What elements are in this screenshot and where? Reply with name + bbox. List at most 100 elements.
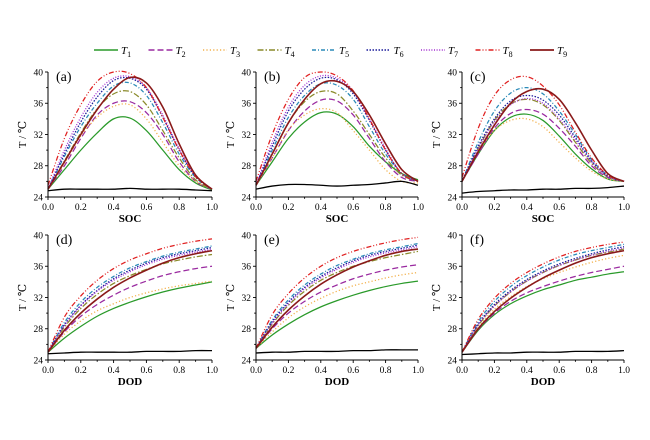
baseline-line <box>461 349 625 356</box>
y-tick-label: 24 <box>448 356 458 366</box>
x-tick-label: 0.2 <box>488 366 500 376</box>
legend-entry-T9: T9 <box>530 45 567 59</box>
legend-entry-T3: T3 <box>203 45 240 59</box>
x-tick-label: 0.4 <box>108 366 120 376</box>
y-tick-label: 24 <box>448 193 458 203</box>
x-tick-label: 0.0 <box>250 203 262 213</box>
x-tick-label: 0.6 <box>347 366 359 376</box>
series-line-T7 <box>461 247 625 353</box>
panel-a: 0.0 0.2 0.4 0.6 0.8 1.0 24 28 32 36 40 SOC T / ℃ (a) <box>17 68 218 225</box>
panel-label: (d) <box>56 233 73 248</box>
x-tick-label: 0.2 <box>75 366 87 376</box>
x-tick-label: 0.0 <box>456 366 468 376</box>
x-tick-label: 0.8 <box>380 203 392 213</box>
x-tick-label: 0.0 <box>42 203 54 213</box>
y-tick-label: 40 <box>34 68 44 78</box>
y-tick-label: 32 <box>34 294 44 304</box>
x-tick-label: 1.0 <box>206 203 218 213</box>
legend: T1 T2 T3 T4 T5 T6 T7 T8 T9 <box>94 45 567 59</box>
series-line-T8 <box>255 71 419 182</box>
x-tick-label: 0.6 <box>140 203 152 213</box>
x-tick-label: 1.0 <box>206 366 218 376</box>
legend-entry-T1: T1 <box>94 45 131 59</box>
series-line-T5 <box>47 245 213 353</box>
series-line-T1 <box>461 113 625 183</box>
panel-label: (c) <box>470 70 486 85</box>
y-tick-label: 36 <box>242 263 252 273</box>
x-tick-label: 0.0 <box>250 366 262 376</box>
y-tick-label: 36 <box>448 263 458 273</box>
panel-b: 0.0 0.2 0.4 0.6 0.8 1.0 24 28 32 36 40 SOC T / ℃ (b) <box>225 68 424 225</box>
y-tick-label: 40 <box>34 231 44 241</box>
y-tick-label: 24 <box>242 356 252 366</box>
series-line-T8 <box>461 241 625 353</box>
series-line-T6 <box>255 244 419 349</box>
legend-label: T8 <box>503 45 513 59</box>
legend-entry-T2: T2 <box>148 45 186 59</box>
y-tick-label: 36 <box>448 100 458 110</box>
series-line-T8 <box>255 236 419 349</box>
series-line-T5 <box>255 242 419 349</box>
x-tick-label: 0.4 <box>315 203 327 213</box>
x-tick-label: 1.0 <box>412 366 424 376</box>
series-line-T5 <box>47 81 213 190</box>
series-line-T1 <box>255 111 419 186</box>
series-line-T4 <box>255 250 419 349</box>
series-line-T8 <box>47 238 213 353</box>
y-tick-label: 36 <box>34 100 44 110</box>
y-tick-label: 28 <box>448 325 458 335</box>
series-line-T7 <box>255 246 419 349</box>
y-tick-label: 36 <box>242 100 252 110</box>
series-line-T1 <box>47 281 213 353</box>
x-tick-label: 0.6 <box>140 366 152 376</box>
series-line-T7 <box>47 248 213 353</box>
legend-entry-T8: T8 <box>475 45 513 59</box>
y-tick-label: 28 <box>34 162 44 172</box>
x-axis-title: SOC <box>532 213 555 225</box>
series-line-T2 <box>461 265 625 353</box>
y-axis-title: T / ℃ <box>225 284 237 311</box>
y-tick-label: 32 <box>34 131 44 141</box>
legend-label: T2 <box>176 45 186 59</box>
y-tick-label: 40 <box>448 68 458 78</box>
x-tick-label: 0.0 <box>456 203 468 213</box>
legend-entry-T5: T5 <box>312 45 349 59</box>
panel-label: (b) <box>264 70 281 85</box>
y-axis-title: T / ℃ <box>17 284 29 311</box>
x-axis-title: DOD <box>118 376 143 388</box>
series-line-T9 <box>47 249 213 353</box>
x-tick-label: 0.8 <box>586 366 598 376</box>
panel-e: 0.0 0.2 0.4 0.6 0.8 1.0 24 28 32 36 40 DOD T / ℃ (e) <box>225 231 424 388</box>
y-tick-label: 40 <box>242 68 252 78</box>
legend-label: T1 <box>121 45 131 59</box>
series-line-T3 <box>461 254 625 353</box>
x-tick-label: 0.4 <box>108 203 120 213</box>
series-line-T4 <box>461 98 625 182</box>
x-tick-label: 0.0 <box>42 366 54 376</box>
legend-label: T3 <box>230 45 240 59</box>
x-tick-label: 0.4 <box>315 366 327 376</box>
legend-entry-T7: T7 <box>421 45 458 59</box>
series-line-T8 <box>461 75 625 182</box>
baseline-line <box>255 349 418 354</box>
panel-label: (f) <box>470 233 484 248</box>
y-tick-label: 24 <box>34 193 44 203</box>
y-tick-label: 28 <box>242 325 252 335</box>
legend-label: T7 <box>448 45 458 59</box>
series-line-T4 <box>47 253 213 353</box>
series-line-T6 <box>255 76 419 186</box>
x-tick-label: 0.2 <box>282 366 294 376</box>
series-line-T3 <box>255 271 419 349</box>
baseline-line <box>47 349 213 355</box>
x-tick-label: 1.0 <box>412 203 424 213</box>
series-line-T4 <box>461 248 625 353</box>
y-tick-label: 36 <box>34 263 44 273</box>
series-line-T8 <box>47 70 213 190</box>
y-tick-label: 32 <box>448 131 458 141</box>
x-tick-label: 0.6 <box>347 203 359 213</box>
panel-c: 0.0 0.2 0.4 0.6 0.8 1.0 24 28 32 36 40 SOC T / ℃ (c) <box>431 68 630 225</box>
x-axis-title: SOC <box>119 213 142 225</box>
series-line-T9 <box>461 87 625 183</box>
x-tick-label: 1.0 <box>618 366 630 376</box>
